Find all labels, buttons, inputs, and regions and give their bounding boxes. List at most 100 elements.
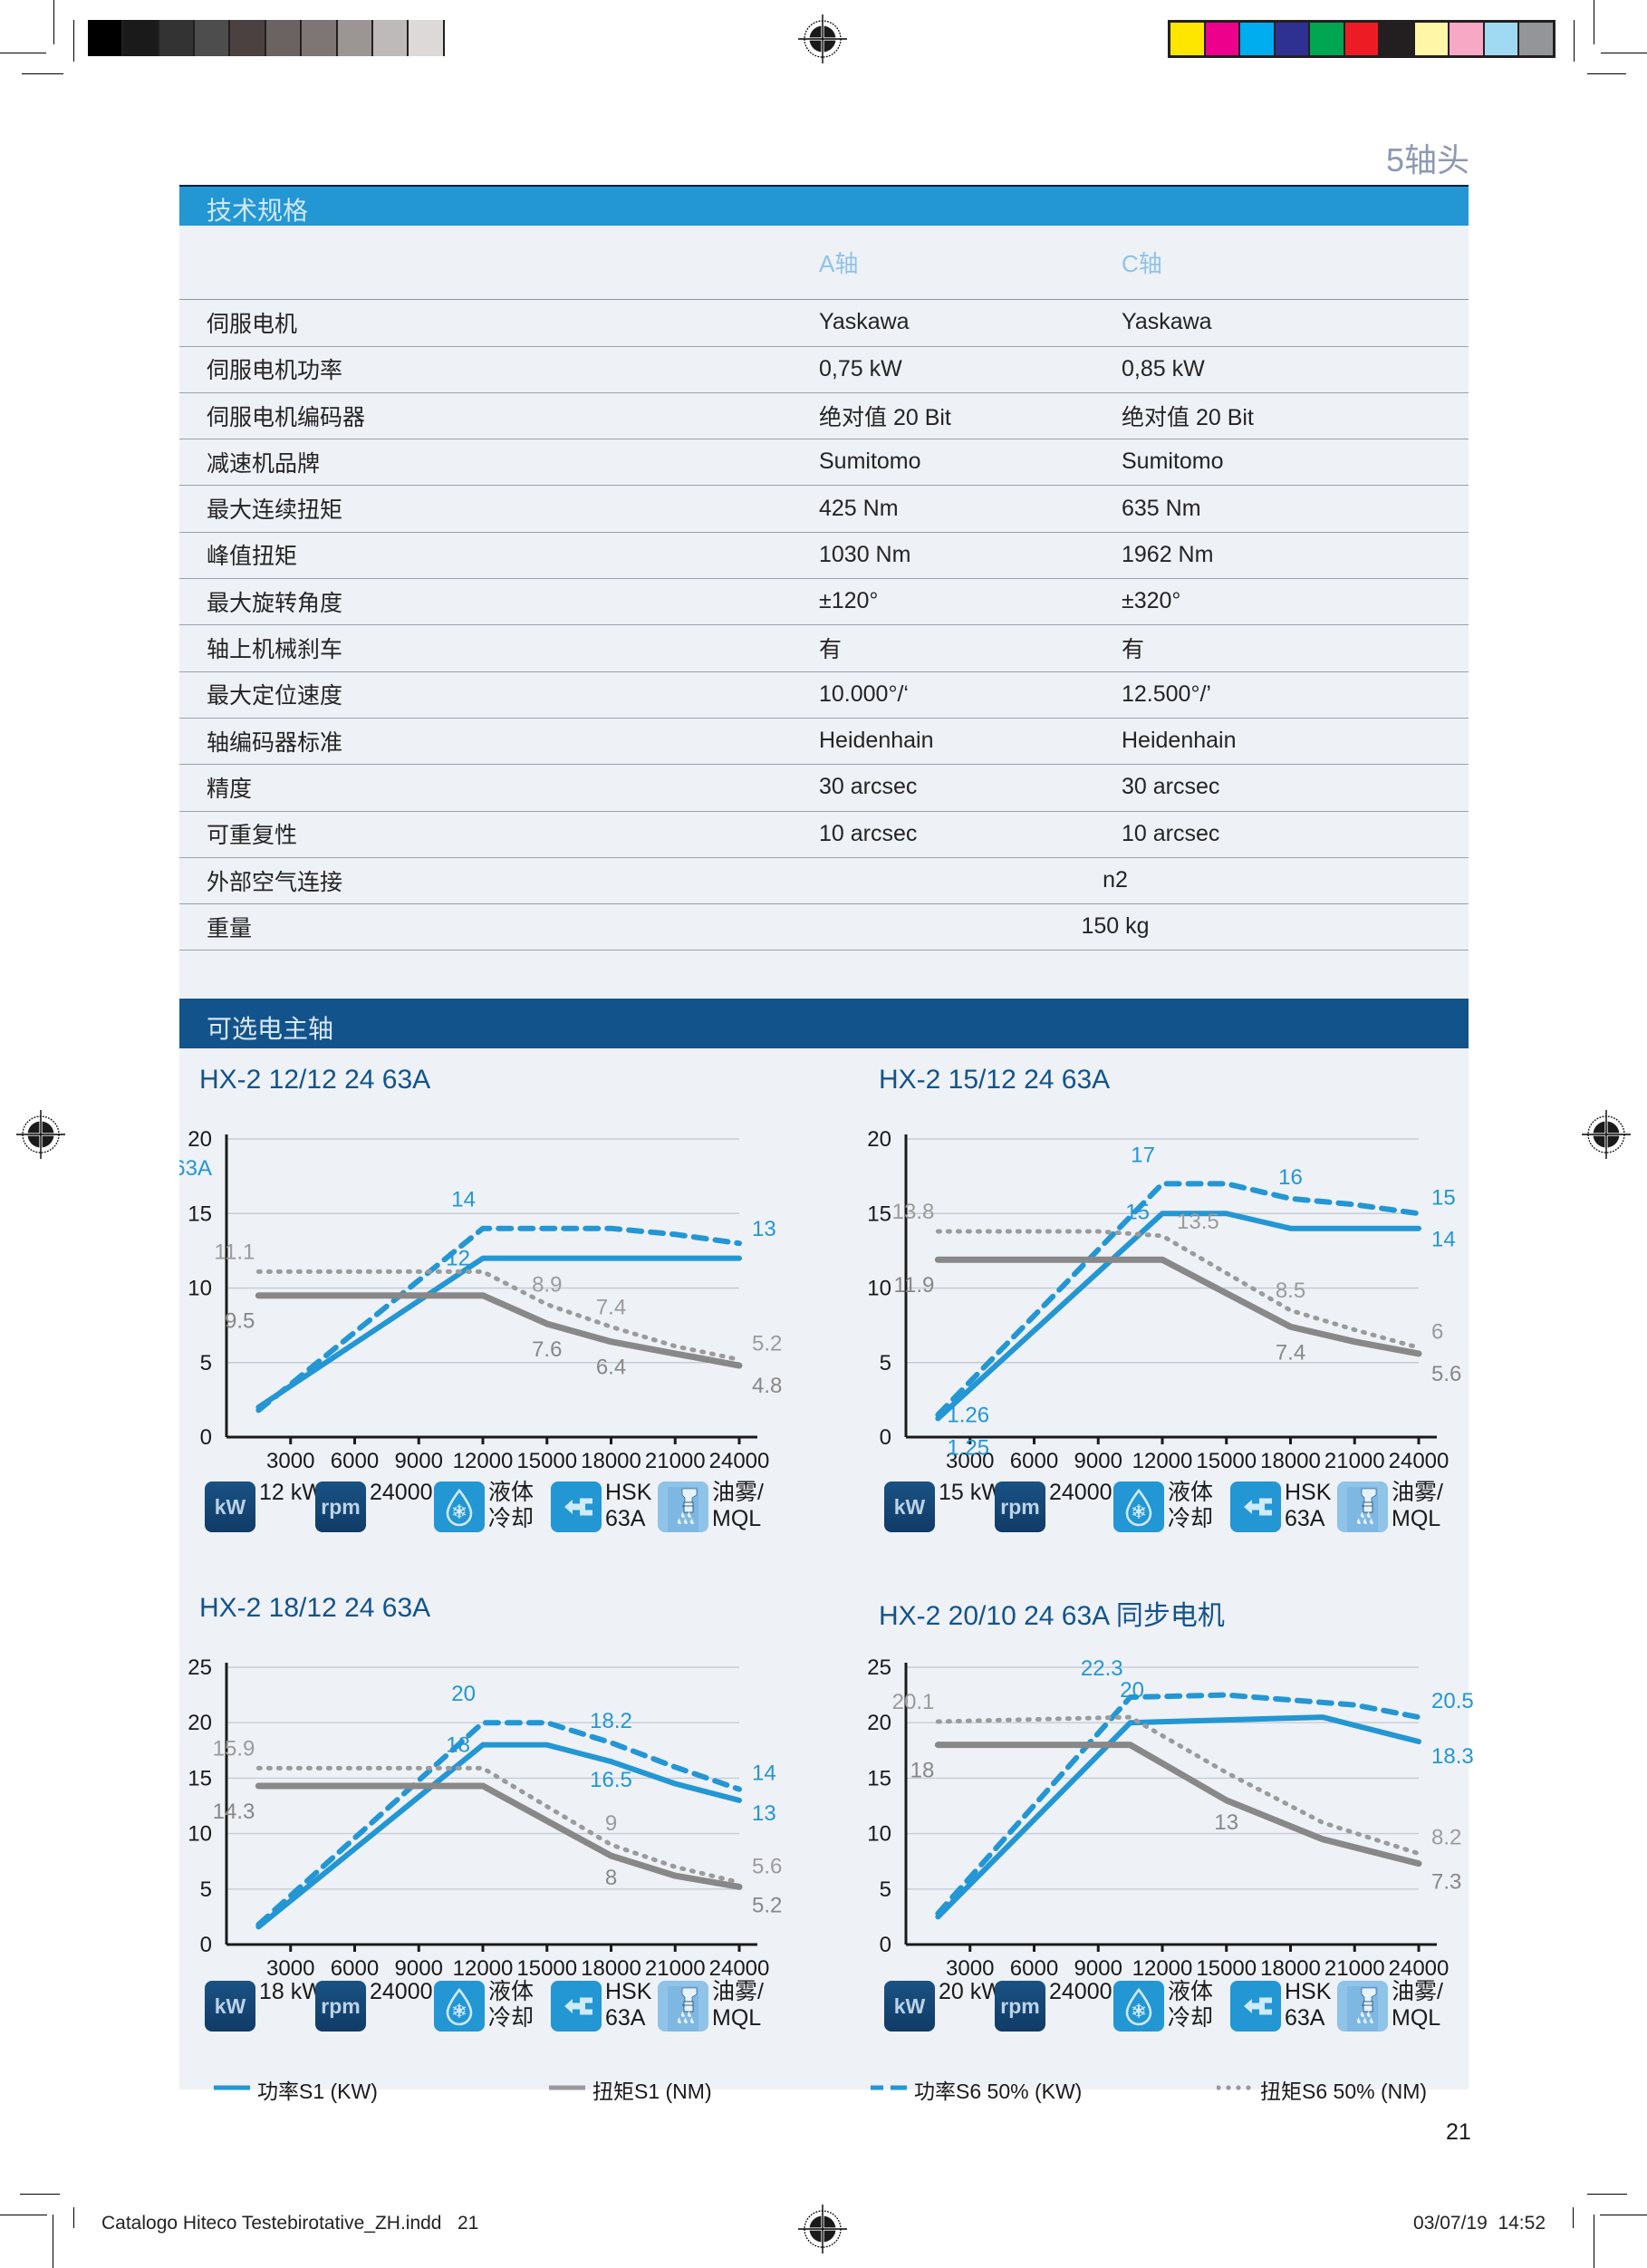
- svg-text:6: 6: [1431, 1319, 1443, 1344]
- svg-text:4.8: 4.8: [752, 1374, 782, 1398]
- svg-text:20: 20: [451, 1682, 476, 1706]
- svg-text:24000: 24000: [709, 1956, 770, 1981]
- svg-text:3000: 3000: [266, 1449, 314, 1473]
- svg-text:20.1: 20.1: [892, 1690, 935, 1714]
- svg-text:13: 13: [752, 1801, 776, 1826]
- svg-text:8.9: 8.9: [532, 1273, 562, 1298]
- svg-text:9000: 9000: [1074, 1449, 1122, 1473]
- svg-text:15: 15: [188, 1202, 212, 1226]
- svg-text:9000: 9000: [395, 1449, 443, 1473]
- svg-text:18000: 18000: [581, 1956, 641, 1981]
- svg-text:18.2: 18.2: [590, 1709, 632, 1733]
- svg-text:24000: 24000: [709, 1449, 770, 1473]
- svg-text:5.2: 5.2: [752, 1331, 782, 1356]
- svg-text:16: 16: [1278, 1165, 1303, 1190]
- svg-text:5.6: 5.6: [752, 1854, 782, 1878]
- svg-text:20: 20: [867, 1127, 891, 1152]
- svg-text:3000: 3000: [266, 1956, 314, 1981]
- svg-text:0: 0: [880, 1425, 891, 1450]
- svg-text:25: 25: [867, 1655, 891, 1680]
- svg-text:9.5: 9.5: [225, 1309, 255, 1334]
- svg-text:18000: 18000: [1260, 1449, 1321, 1473]
- svg-text:22.3: 22.3: [1081, 1656, 1123, 1681]
- svg-text:15: 15: [1431, 1185, 1456, 1210]
- svg-text:15.9: 15.9: [213, 1736, 255, 1761]
- svg-text:6.4: 6.4: [596, 1356, 626, 1380]
- svg-text:12000: 12000: [1132, 1449, 1193, 1473]
- svg-text:9: 9: [605, 1811, 617, 1836]
- svg-text:20: 20: [188, 1711, 212, 1735]
- svg-text:13.5: 13.5: [1177, 1210, 1219, 1234]
- svg-text:11.1: 11.1: [214, 1240, 255, 1264]
- svg-text:24000: 24000: [1389, 1449, 1450, 1473]
- svg-text:12000: 12000: [1132, 1956, 1193, 1981]
- svg-text:9000: 9000: [395, 1956, 443, 1981]
- svg-text:13: 13: [752, 1217, 776, 1241]
- svg-text:12: 12: [446, 1247, 470, 1271]
- svg-text:63A: 63A: [179, 1156, 212, 1181]
- svg-text:20: 20: [188, 1127, 212, 1152]
- svg-text:18000: 18000: [1260, 1956, 1321, 1981]
- svg-text:14: 14: [752, 1761, 776, 1786]
- svg-text:24000: 24000: [1389, 1956, 1450, 1981]
- svg-text:8.2: 8.2: [1431, 1826, 1461, 1850]
- svg-text:15000: 15000: [1196, 1956, 1257, 1981]
- svg-text:16.5: 16.5: [590, 1768, 632, 1792]
- svg-text:11.9: 11.9: [893, 1273, 934, 1298]
- svg-text:5: 5: [880, 1351, 891, 1375]
- svg-text:15000: 15000: [516, 1956, 577, 1981]
- svg-text:10: 10: [867, 1822, 891, 1847]
- svg-text:18: 18: [446, 1733, 470, 1758]
- svg-text:6000: 6000: [331, 1956, 379, 1981]
- svg-text:21000: 21000: [645, 1449, 706, 1473]
- svg-text:6000: 6000: [1010, 1956, 1058, 1981]
- svg-text:17: 17: [1131, 1143, 1155, 1167]
- svg-text:21000: 21000: [1324, 1449, 1385, 1473]
- svg-text:21000: 21000: [645, 1956, 706, 1981]
- svg-text:21000: 21000: [1324, 1956, 1385, 1981]
- svg-text:20: 20: [1120, 1678, 1144, 1703]
- svg-text:18: 18: [910, 1759, 935, 1783]
- svg-text:15000: 15000: [516, 1449, 577, 1473]
- svg-text:5.2: 5.2: [752, 1893, 782, 1917]
- svg-text:18.3: 18.3: [1431, 1744, 1474, 1769]
- svg-text:1.25: 1.25: [947, 1435, 989, 1460]
- svg-text:10: 10: [188, 1822, 212, 1847]
- svg-text:15: 15: [1125, 1200, 1150, 1224]
- svg-text:6000: 6000: [1010, 1449, 1058, 1473]
- svg-text:3000: 3000: [946, 1956, 994, 1981]
- svg-text:20: 20: [867, 1711, 891, 1735]
- svg-text:13: 13: [1214, 1810, 1238, 1835]
- svg-text:7.3: 7.3: [1431, 1870, 1461, 1895]
- svg-text:15000: 15000: [1196, 1449, 1257, 1473]
- svg-text:20.5: 20.5: [1431, 1689, 1474, 1713]
- svg-text:10: 10: [867, 1277, 891, 1301]
- svg-text:6000: 6000: [331, 1449, 379, 1473]
- svg-text:15: 15: [867, 1202, 891, 1226]
- svg-text:12000: 12000: [453, 1956, 514, 1981]
- svg-text:7.4: 7.4: [596, 1295, 626, 1319]
- svg-text:0: 0: [200, 1933, 212, 1957]
- svg-text:5: 5: [200, 1877, 212, 1902]
- svg-text:5: 5: [880, 1877, 891, 1902]
- svg-text:14: 14: [451, 1188, 476, 1212]
- svg-text:9000: 9000: [1074, 1956, 1122, 1981]
- svg-text:10: 10: [188, 1277, 212, 1301]
- svg-text:8: 8: [605, 1866, 617, 1890]
- svg-text:14.3: 14.3: [213, 1800, 255, 1824]
- svg-text:12000: 12000: [453, 1449, 514, 1473]
- svg-text:15: 15: [867, 1766, 891, 1790]
- svg-text:7.6: 7.6: [532, 1337, 562, 1362]
- svg-text:1.26: 1.26: [947, 1403, 989, 1427]
- svg-text:15: 15: [188, 1766, 212, 1790]
- svg-text:0: 0: [880, 1933, 891, 1957]
- svg-text:5: 5: [200, 1351, 212, 1375]
- svg-text:0: 0: [200, 1425, 212, 1450]
- svg-text:8.5: 8.5: [1276, 1279, 1305, 1303]
- svg-text:25: 25: [188, 1655, 212, 1680]
- svg-text:13.8: 13.8: [892, 1200, 935, 1224]
- svg-text:5.6: 5.6: [1431, 1362, 1461, 1386]
- svg-text:14: 14: [1431, 1228, 1456, 1252]
- svg-text:18000: 18000: [581, 1449, 641, 1473]
- svg-text:7.4: 7.4: [1276, 1340, 1305, 1365]
